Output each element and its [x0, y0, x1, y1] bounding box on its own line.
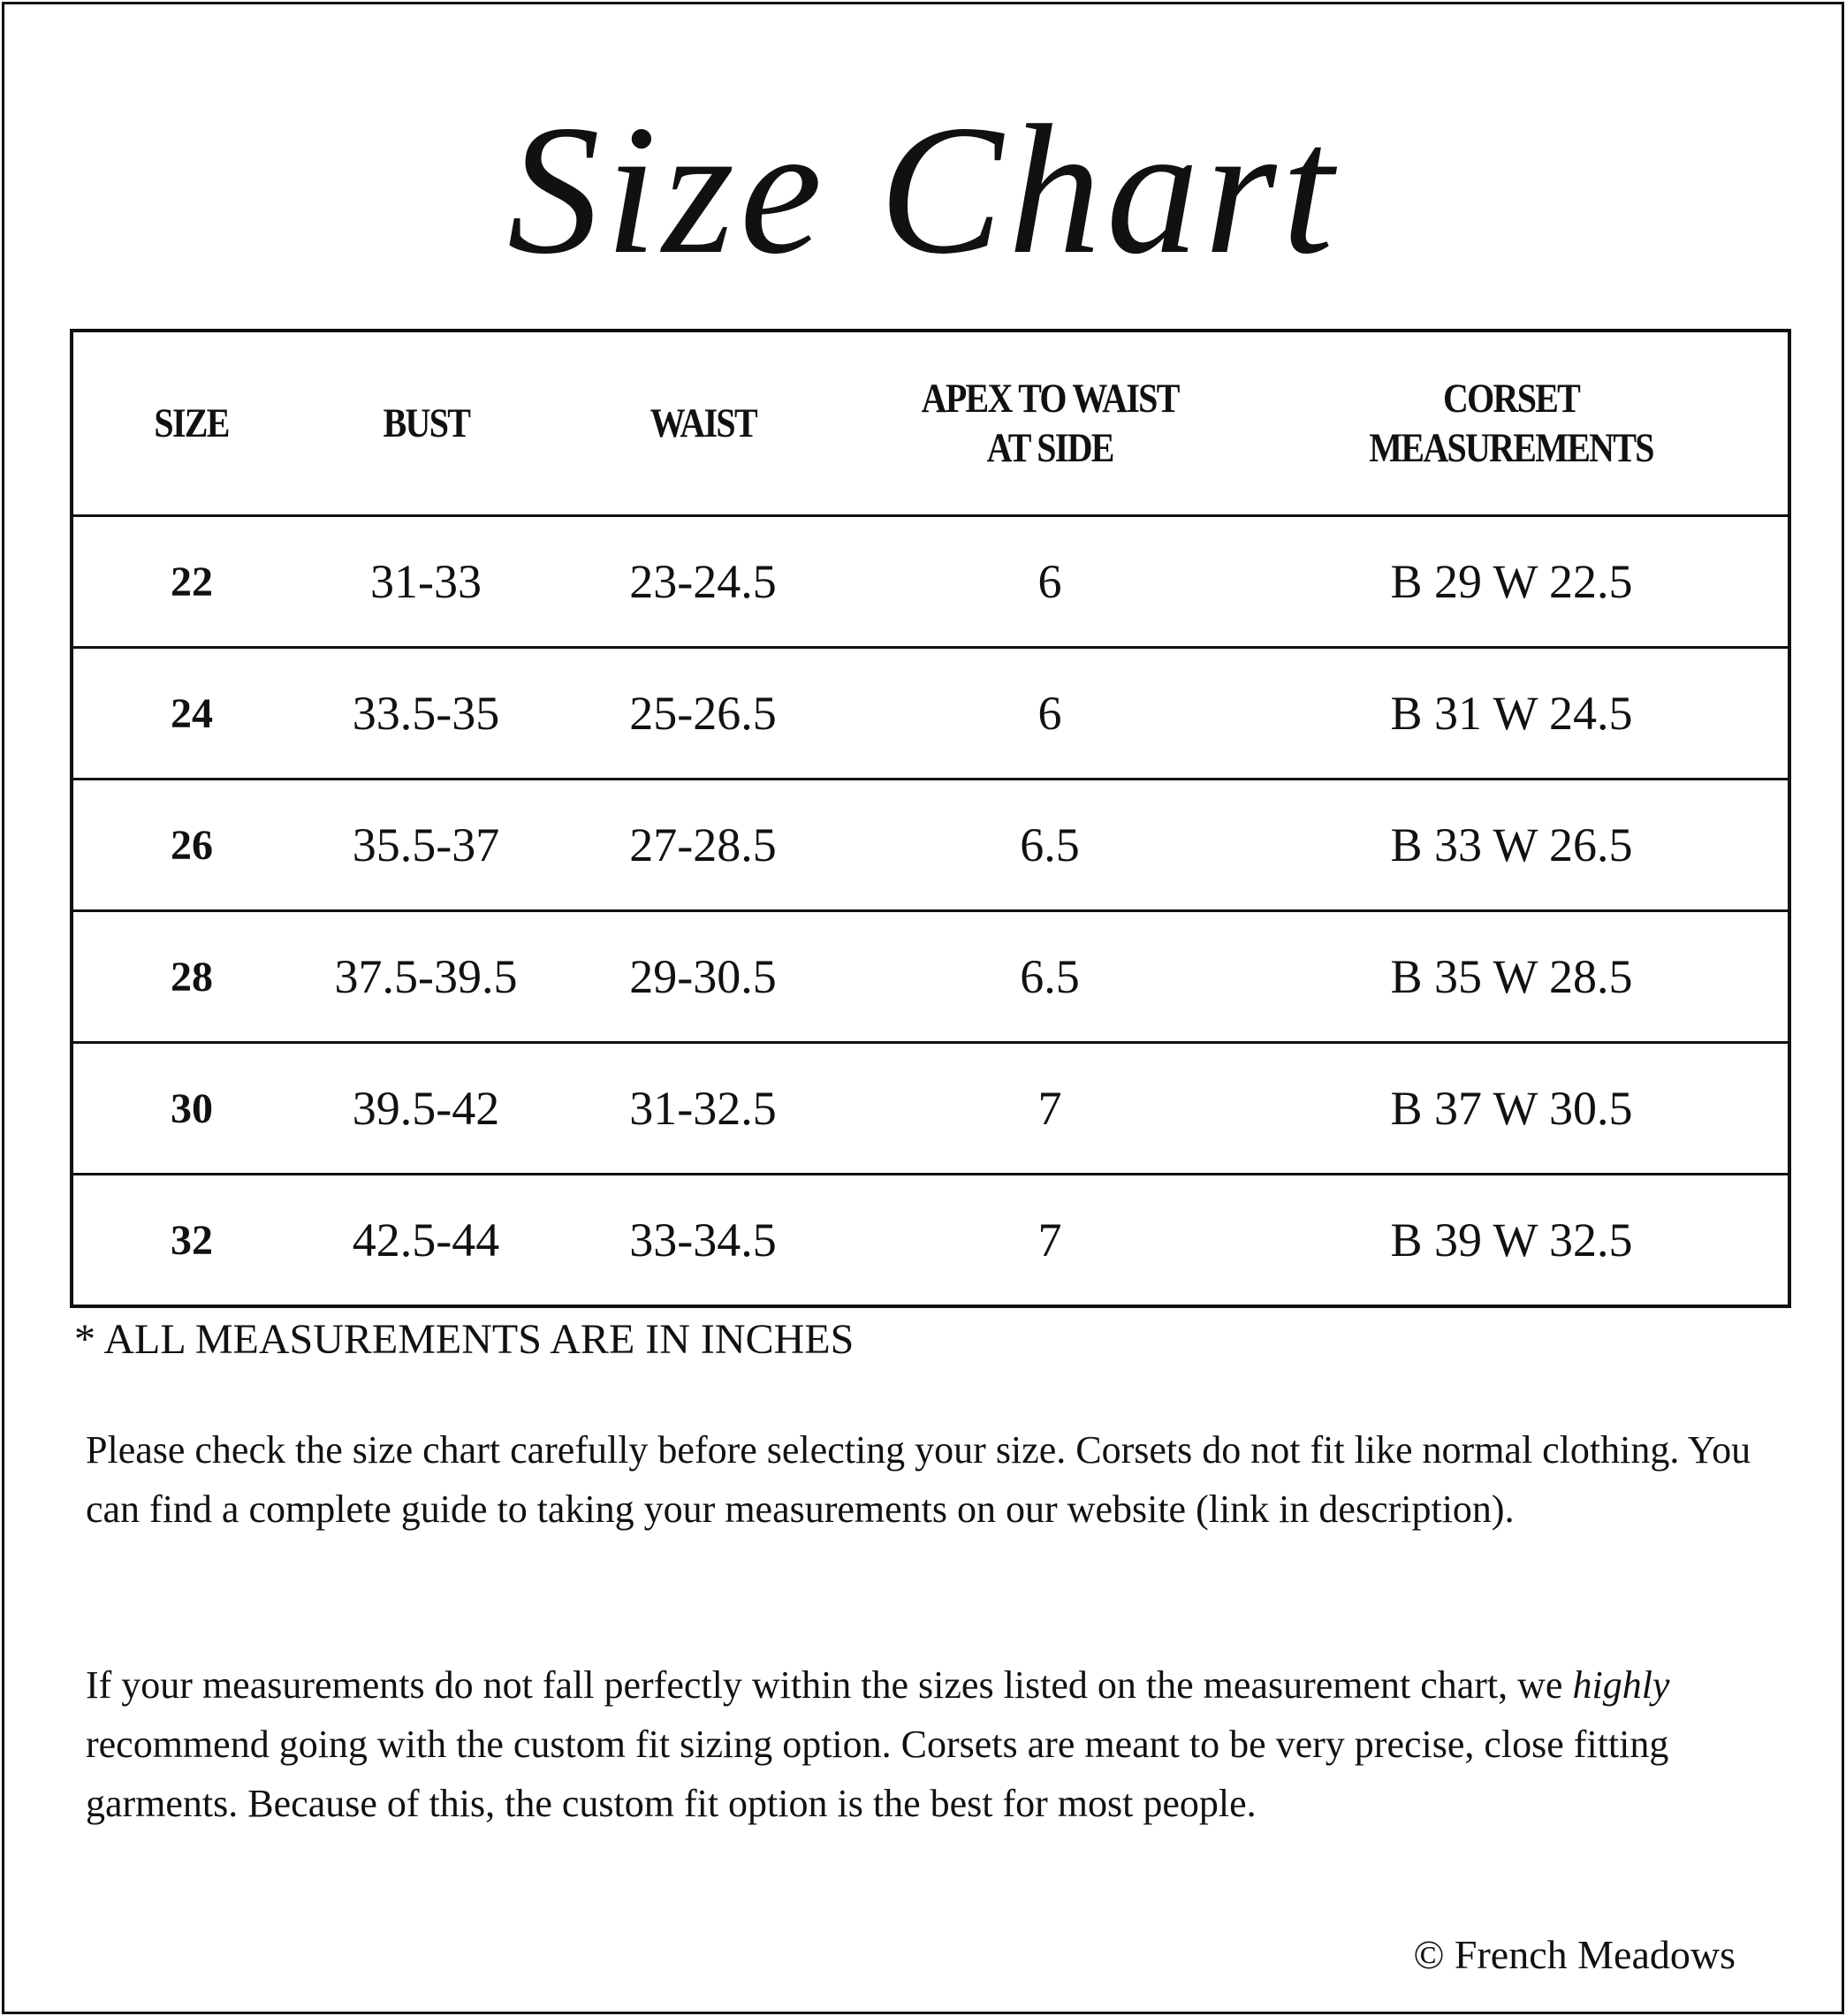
table-cell: 7	[864, 1041, 1235, 1175]
table-cell: 42.5-44	[310, 1173, 542, 1308]
column-header: WAIST	[542, 329, 864, 517]
table-cell: 29-30.5	[542, 909, 864, 1044]
table-cell: 39.5-42	[310, 1041, 542, 1175]
table-cell: 6.5	[864, 778, 1235, 912]
emphasis-text: highly	[1572, 1663, 1670, 1707]
table-cell: B 35 W 28.5	[1235, 909, 1789, 1044]
table-cell: 22	[72, 514, 310, 649]
table-row: 28 37.5-39.5 29-30.5 6.5 B 35 W 28.5	[72, 909, 1789, 1044]
table-header-row: SIZE BUST WAIST APEX TO WAIST AT SIDE CORSET M…	[72, 329, 1789, 517]
table-cell: 32	[72, 1173, 310, 1308]
page-title: Size Chart	[507, 87, 1339, 293]
table-cell: 6	[864, 514, 1235, 649]
table-row: 24 33.5-35 25-26.5 6 B 31 W 24.5	[72, 646, 1789, 780]
table-row: 22 31-33 23-24.5 6 B 29 W 22.5	[72, 514, 1789, 649]
table-cell: 33.5-35	[310, 646, 542, 780]
table-row: 32 42.5-44 33-34.5 7 B 39 W 32.5	[72, 1173, 1789, 1308]
table-cell: 31-32.5	[542, 1041, 864, 1175]
table-row: 30 39.5-42 31-32.5 7 B 37 W 30.5	[72, 1041, 1789, 1175]
table-cell: 6	[864, 646, 1235, 780]
column-header: SIZE	[72, 329, 310, 517]
size-chart-table: SIZE BUST WAIST APEX TO WAIST AT SIDE CORSET M…	[70, 329, 1791, 1308]
table-cell: B 33 W 26.5	[1235, 778, 1789, 912]
table-cell: B 29 W 22.5	[1235, 514, 1789, 649]
text: If your measurements do not fall perfect…	[86, 1663, 1573, 1707]
table-cell: 6.5	[864, 909, 1235, 1044]
paragraph-size-check: Please check the size chart carefully be…	[86, 1428, 1751, 1531]
column-header: CORSET MEASUREMENTS	[1235, 329, 1789, 517]
measurement-note: * ALL MEASUREMENTS ARE IN INCHES	[74, 1316, 855, 1363]
table-cell: 23-24.5	[542, 514, 864, 649]
table-cell: 28	[72, 909, 310, 1044]
table-cell: 25-26.5	[542, 646, 864, 780]
paragraph-custom-fit: If your measurements do not fall perfect…	[86, 1655, 1765, 1833]
table-cell: 30	[72, 1041, 310, 1175]
table-cell: 26	[72, 778, 310, 912]
table-cell: 24	[72, 646, 310, 780]
table-cell: B 37 W 30.5	[1235, 1041, 1789, 1175]
table-cell: B 31 W 24.5	[1235, 646, 1789, 780]
table-cell: 37.5-39.5	[310, 909, 542, 1044]
column-header: BUST	[310, 329, 542, 517]
table-row: 26 35.5-37 27-28.5 6.5 B 33 W 26.5	[72, 778, 1789, 912]
column-header: APEX TO WAIST AT SIDE	[864, 329, 1235, 517]
table-cell: 35.5-37	[310, 778, 542, 912]
table-cell: 27-28.5	[542, 778, 864, 912]
table-cell: 7	[864, 1173, 1235, 1308]
table-cell: B 39 W 32.5	[1235, 1173, 1789, 1308]
table-cell: 31-33	[310, 514, 542, 649]
copyright: © French Meadows	[1413, 1932, 1736, 1977]
table-cell: 33-34.5	[542, 1173, 864, 1308]
text: recommend going with the custom fit sizi…	[86, 1723, 1669, 1825]
